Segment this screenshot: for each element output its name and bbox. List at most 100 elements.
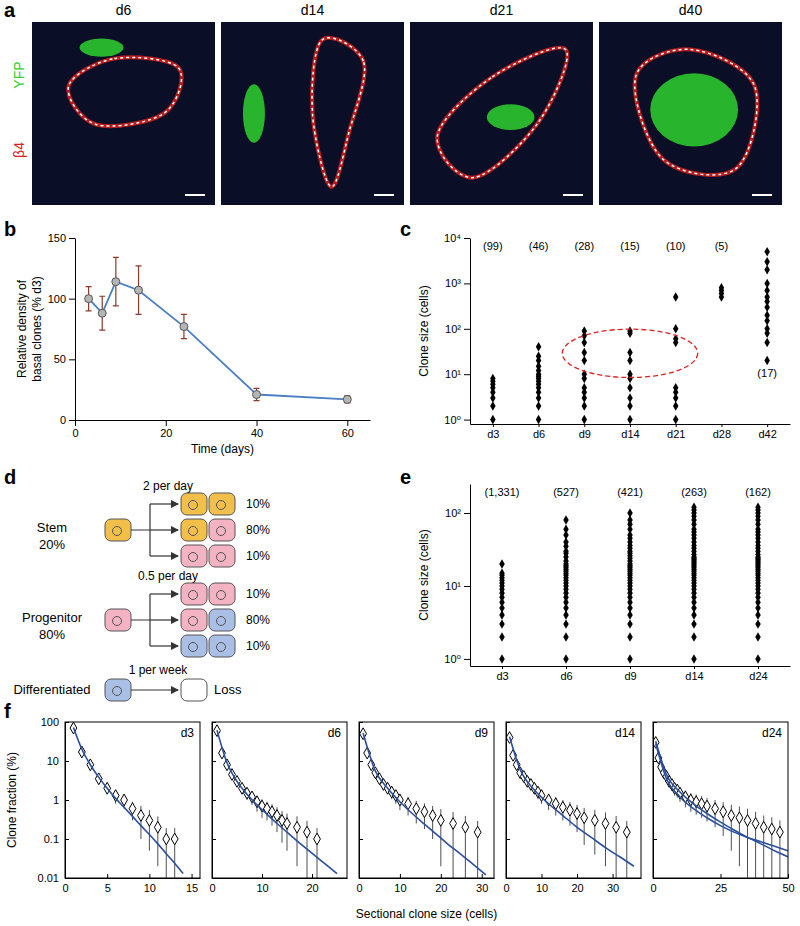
data-point bbox=[567, 804, 574, 816]
data-point bbox=[764, 247, 769, 256]
channel-label: YFP bbox=[11, 61, 27, 88]
data-point bbox=[728, 810, 735, 822]
basement-outline bbox=[68, 57, 181, 126]
data-point bbox=[499, 568, 504, 577]
tick-label: d3 bbox=[487, 428, 499, 440]
data-point bbox=[760, 821, 767, 833]
tick: d21 bbox=[667, 424, 685, 440]
tick-mark bbox=[788, 874, 789, 878]
data-point bbox=[582, 326, 587, 335]
probability: 80% bbox=[246, 523, 270, 537]
tick-mark bbox=[676, 424, 677, 427]
data-point bbox=[490, 374, 495, 383]
panel-letter: b bbox=[4, 218, 16, 240]
tick-label: d21 bbox=[667, 428, 685, 440]
basement-outline bbox=[437, 48, 567, 178]
panel-title: d3 bbox=[181, 726, 195, 740]
data-point bbox=[602, 818, 609, 830]
cell-body bbox=[181, 545, 207, 567]
image-title: d6 bbox=[116, 2, 132, 18]
axis-line bbox=[470, 485, 471, 667]
figure: ad6d14d21d40YFPβ4b0204060050100150Time (… bbox=[0, 0, 800, 926]
plot-area bbox=[70, 722, 183, 878]
clone-count: (10) bbox=[666, 240, 686, 252]
data-line bbox=[89, 282, 348, 400]
data-point bbox=[591, 815, 598, 827]
axis-title: basal clones (% d3) bbox=[30, 276, 44, 381]
tick: d14 bbox=[685, 666, 703, 682]
tick-label: d14 bbox=[685, 670, 703, 682]
tick-mark bbox=[69, 299, 75, 300]
highlight-ellipse bbox=[562, 329, 697, 377]
cell-nucleus bbox=[217, 553, 226, 562]
arrow bbox=[150, 619, 178, 620]
plot-area bbox=[85, 257, 352, 403]
cell bbox=[209, 545, 235, 567]
tick-label: d9 bbox=[579, 428, 591, 440]
tick-label: 20 bbox=[435, 882, 447, 894]
plot-area bbox=[506, 732, 634, 878]
tick bbox=[212, 878, 216, 879]
data-point bbox=[764, 356, 769, 365]
fit-line bbox=[510, 737, 634, 867]
loss-label: Loss bbox=[214, 682, 242, 697]
data-point bbox=[294, 821, 301, 833]
tick bbox=[212, 800, 216, 801]
tick-label: 30 bbox=[607, 882, 619, 894]
cell-nucleus bbox=[189, 527, 198, 536]
tick: d14 bbox=[621, 424, 639, 440]
probability: 10% bbox=[246, 587, 270, 601]
data-point bbox=[768, 823, 775, 835]
clone-count: (527) bbox=[553, 486, 579, 498]
cell-nucleus bbox=[113, 687, 122, 696]
division-rate: 0.5 per day bbox=[138, 569, 198, 583]
plot-frame bbox=[506, 722, 641, 878]
data-point bbox=[627, 619, 632, 628]
error-bar bbox=[254, 388, 260, 400]
panel-letter: a bbox=[4, 0, 16, 21]
tick-label: 10⁴ bbox=[444, 232, 461, 244]
tick-label: 40 bbox=[251, 427, 263, 439]
axis-line bbox=[76, 420, 371, 421]
tick bbox=[212, 839, 216, 840]
clone-count: (99) bbox=[483, 240, 503, 252]
cell-nucleus bbox=[217, 643, 226, 652]
fit-line bbox=[363, 733, 486, 875]
cell-nucleus bbox=[217, 527, 226, 536]
image-title: d14 bbox=[301, 2, 325, 18]
axis-title: Time (days) bbox=[191, 442, 254, 456]
tick: d28 bbox=[713, 424, 731, 440]
axis: d3d6d9d14d24 bbox=[471, 666, 791, 682]
tick-mark bbox=[694, 666, 695, 669]
figure-container: ad6d14d21d40YFPβ4b0204060050100150Time (… bbox=[0, 0, 800, 926]
branch bbox=[131, 504, 150, 556]
image-title: d40 bbox=[679, 2, 703, 18]
tick-mark bbox=[464, 513, 470, 514]
cell-body bbox=[105, 609, 131, 631]
axis-line bbox=[213, 878, 348, 879]
tick-mark bbox=[212, 878, 216, 879]
plot-area bbox=[653, 737, 788, 878]
tick: d9 bbox=[624, 666, 636, 682]
data-point bbox=[691, 503, 696, 512]
error-bar bbox=[344, 396, 350, 403]
tick: 10 bbox=[536, 874, 548, 894]
tick bbox=[506, 878, 510, 879]
axis-title: Sectional clone size (cells) bbox=[356, 907, 497, 921]
data-point bbox=[536, 342, 541, 351]
image-background bbox=[221, 22, 404, 205]
axis-line bbox=[507, 878, 642, 879]
tick-label: 10 bbox=[256, 882, 268, 894]
clone-count: (1,331) bbox=[485, 486, 520, 498]
tick-mark bbox=[653, 800, 657, 801]
panel-letter: c bbox=[400, 218, 411, 240]
axis-line bbox=[75, 239, 76, 421]
data-point bbox=[582, 415, 587, 424]
loss-rate: 1 per week bbox=[129, 663, 189, 677]
tick-mark bbox=[502, 666, 503, 669]
tick: 10 bbox=[256, 874, 268, 894]
tick: 10¹ bbox=[445, 368, 470, 380]
clone-signal bbox=[80, 38, 124, 56]
data-point bbox=[764, 338, 769, 347]
tick-mark bbox=[653, 761, 657, 762]
